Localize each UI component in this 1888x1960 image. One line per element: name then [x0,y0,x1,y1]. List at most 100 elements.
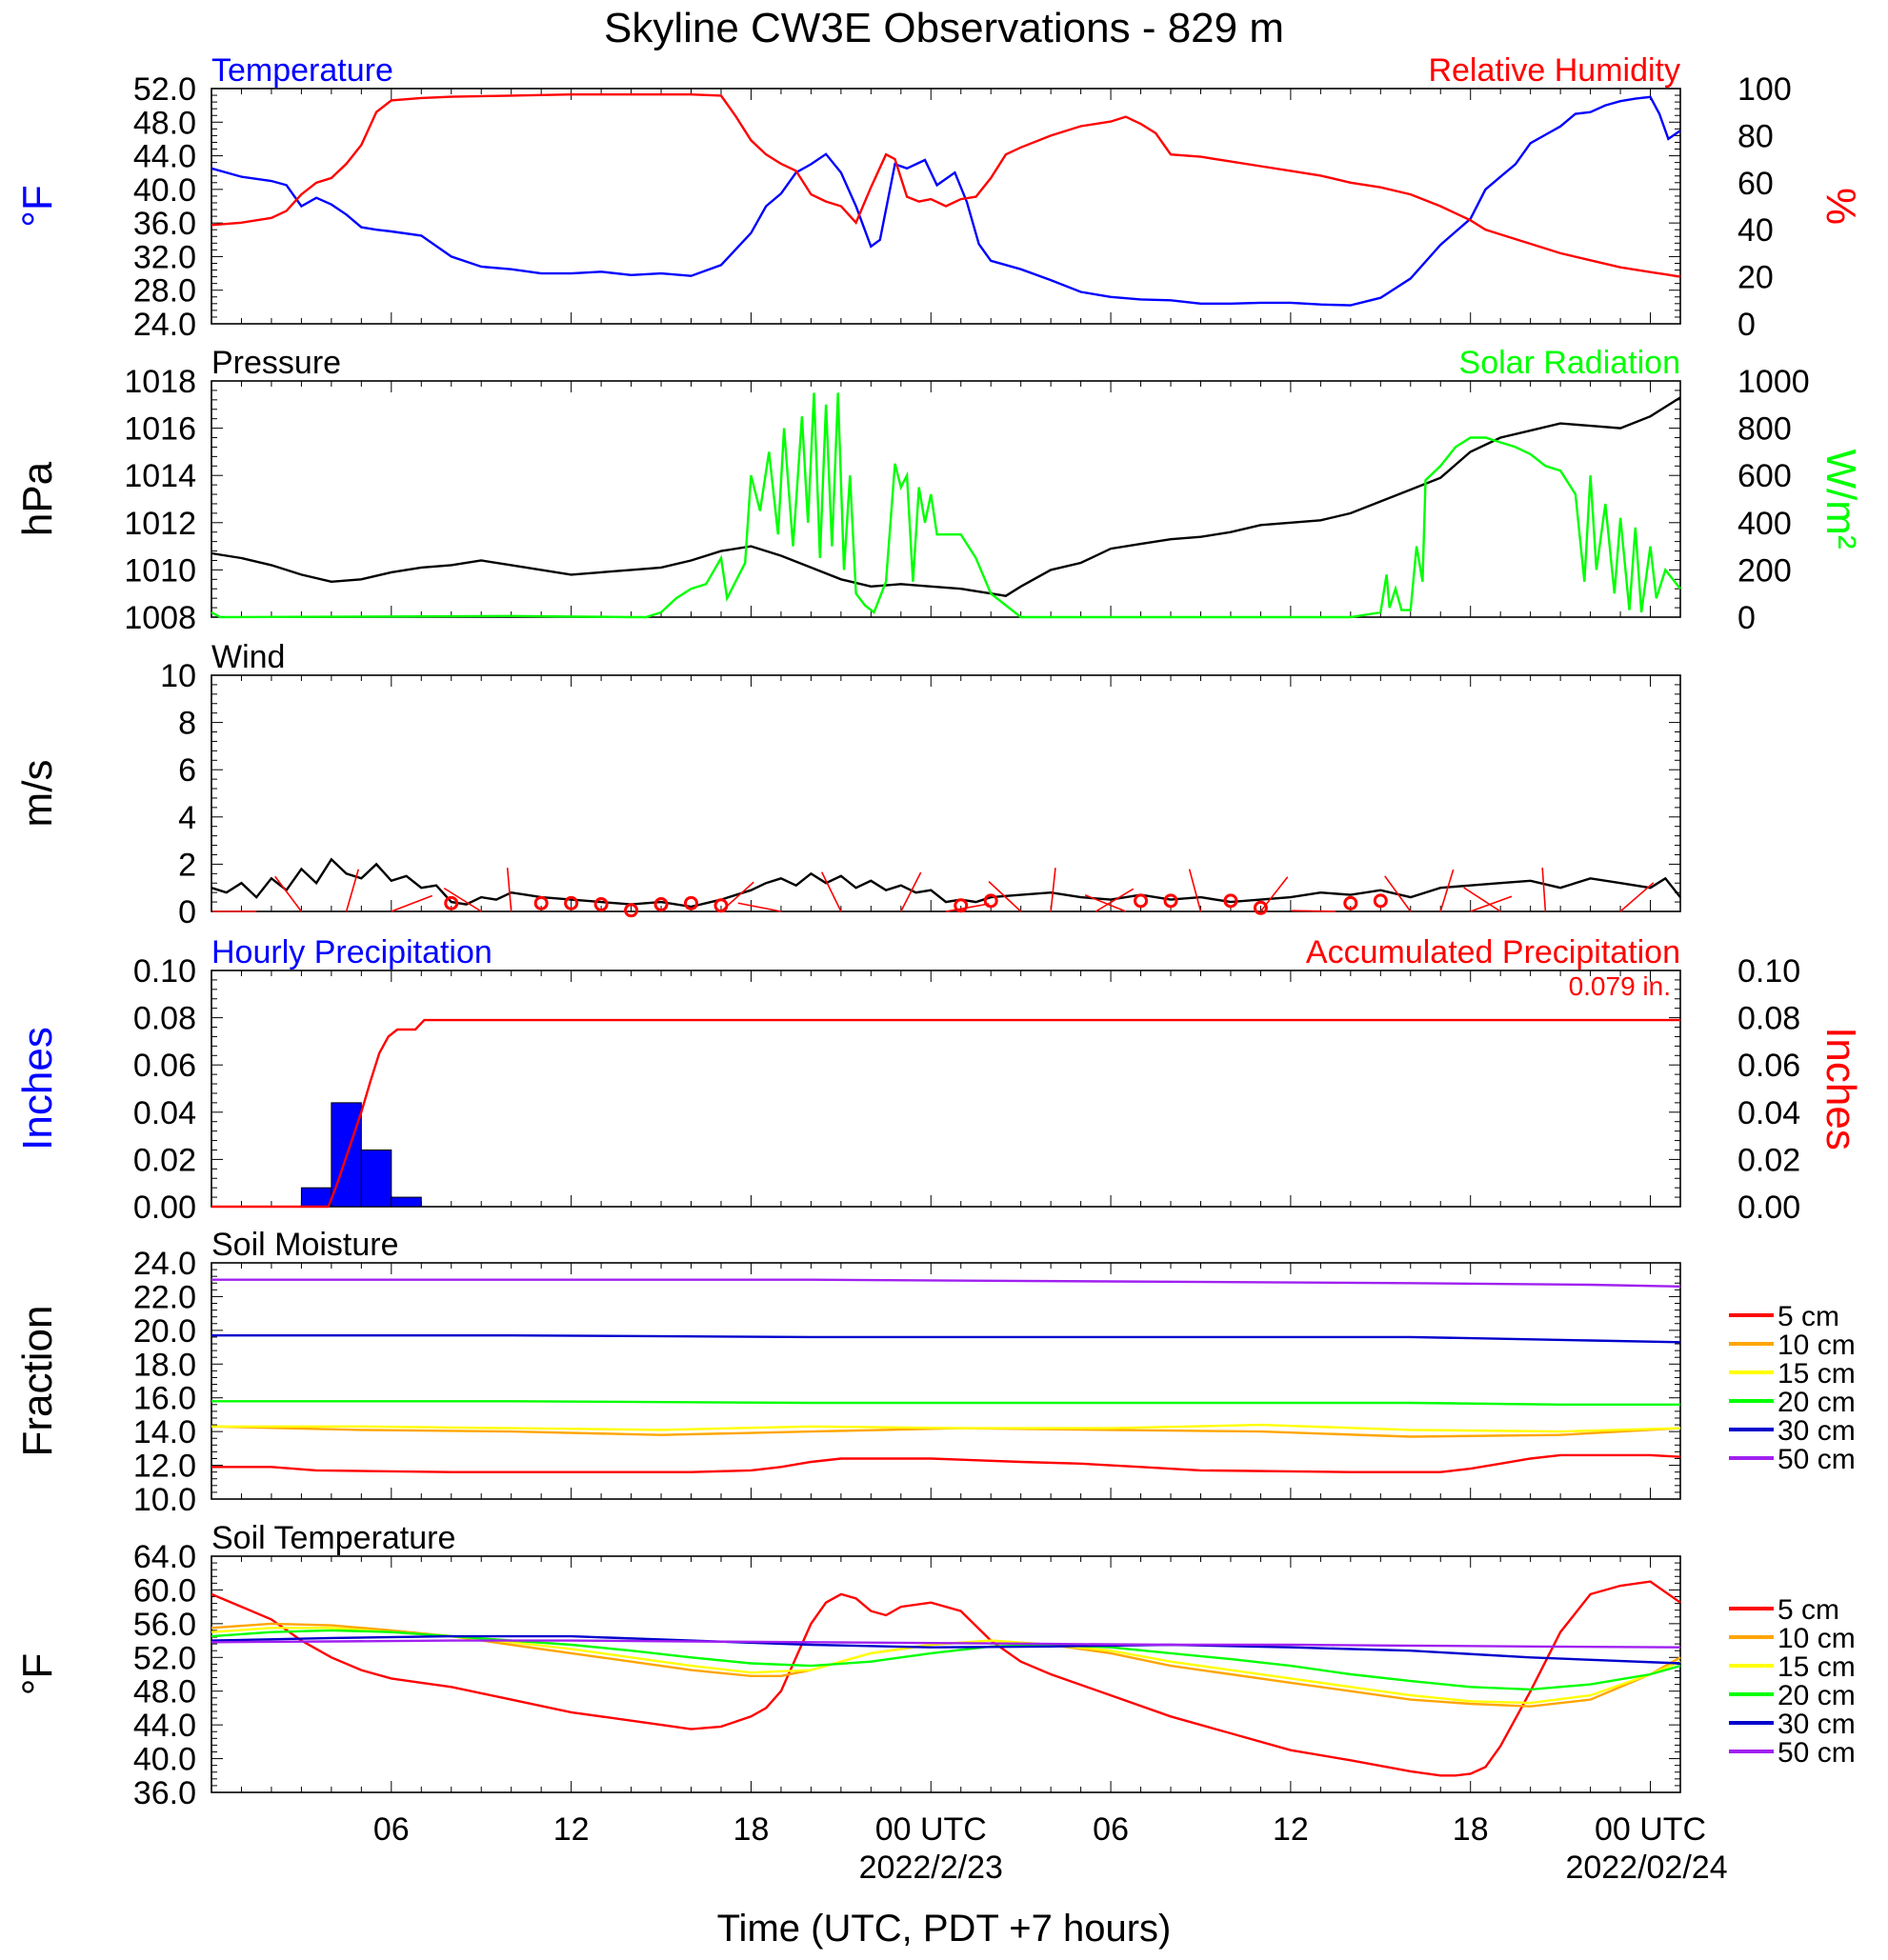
y-left-tick-label: 0.10 [133,953,196,990]
y-left-tick-label: 0 [178,894,196,930]
y-left-tick-label: 60.0 [133,1572,196,1609]
wind-barb [1384,875,1412,912]
wind-barb [1188,869,1202,912]
y-left-tick-label: 40.0 [133,172,196,209]
y-left-tick-label: 52.0 [133,1640,196,1676]
wind-barb [1095,888,1135,912]
y-left-tick-label: 48.0 [133,1674,196,1710]
wind-barb [443,887,482,912]
precip-bar [360,1149,392,1208]
wind-barb [1259,876,1289,912]
y-left-tick-label: 22.0 [133,1279,196,1315]
y-right-tick-label: 0.10 [1737,953,1800,990]
y-left-tick-label: 4 [178,800,196,836]
panel-left-title: Soil Temperature [211,1520,455,1556]
series-line [211,1580,1681,1777]
panel-right-title: Solar Radiation [1459,345,1680,381]
legend-label: 20 cm [1778,1387,1856,1418]
wind-barb [945,903,990,912]
wind-barb [1463,887,1501,912]
y-left-tick-label: 56.0 [133,1607,196,1643]
y-left-tick-label: 40.0 [133,1742,196,1778]
y-left-tick-label: 2 [178,847,196,883]
precip-bar [300,1187,332,1208]
wind-barb [1292,910,1336,912]
y-left-tick-label: 44.0 [133,1708,196,1744]
y-right-tick-label: 0.04 [1737,1095,1800,1131]
legend-label: 5 cm [1778,1301,1839,1332]
panel-left-title: Temperature [211,52,393,89]
y-left-tick-label: 44.0 [133,139,196,175]
y-left-unit-label: °F [14,1653,61,1695]
y-left-tick-label: 1008 [124,600,196,636]
y-left-unit-label: hPa [14,461,61,536]
y-right-tick-label: 0.02 [1737,1142,1800,1178]
y-left-tick-label: 10 [160,658,196,694]
legend-label: 5 cm [1778,1594,1839,1626]
wind-barb [1439,869,1455,912]
x-date-label: 2022/02/24 [1565,1850,1727,1886]
panel-frame [211,1555,1681,1793]
calm-marker [1253,900,1268,915]
y-left-tick-label: 36.0 [133,1775,196,1811]
y-left-tick-label: 32.0 [133,239,196,275]
y-left-tick-label: 52.0 [133,71,196,108]
y-left-tick-label: 48.0 [133,105,196,141]
panel-3: 0 2 4 6 8 10 Wind m/s [14,639,1681,930]
calm-marker [983,893,998,909]
calm-marker [1373,893,1388,909]
y-left-tick-label: 14.0 [133,1414,196,1450]
calm-marker [1134,893,1149,909]
y-left-tick-label: 8 [178,706,196,742]
x-tick-label: 00 UTC [875,1811,987,1848]
series-line [211,857,1681,909]
series-line [211,1334,1681,1344]
legend-label: 30 cm [1778,1709,1856,1740]
legend-label: 30 cm [1778,1415,1856,1447]
y-left-tick-label: 18.0 [133,1347,196,1383]
panel-5: 10.012.014.016.018.020.022.024.0 Soil Moi… [14,1227,1856,1518]
y-right-tick-label: 1000 [1737,364,1810,400]
calm-marker [684,895,699,910]
x-tick-label: 12 [1273,1811,1309,1848]
calm-marker [1223,893,1238,909]
y-left-tick-label: 36.0 [133,206,196,242]
calm-marker [533,895,549,910]
wind-barb [391,894,433,912]
legend-label: 10 cm [1778,1330,1856,1361]
panels: 24.028.032.036.040.044.048.052.002040608… [14,52,1864,1811]
panel-frame [211,970,1681,1208]
wind-barb [506,868,512,912]
y-right-tick-label: 200 [1737,552,1792,589]
panel-left-title: Hourly Precipitation [211,934,492,970]
calm-marker [954,898,969,913]
legend-label: 15 cm [1778,1651,1856,1683]
x-axis-label: Time (UTC, PDT +7 hours) [717,1908,1172,1950]
x-tick-label: 00 UTC [1595,1811,1706,1848]
series-line [211,95,1681,307]
precip-total-label: 0.079 in. [1569,971,1671,1001]
wind-barb [1541,868,1547,912]
series-line [211,1453,1681,1473]
panel-right-title: Accumulated Precipitation [1306,934,1680,970]
y-left-tick-label: 6 [178,752,196,789]
y-right-tick-label: 20 [1737,260,1774,296]
panel-right-title: Relative Humidity [1428,52,1680,89]
panel-left-title: Wind [211,639,285,675]
series-line [211,1018,1680,1209]
series-line [211,1400,1680,1406]
y-left-unit-label: m/s [14,760,61,828]
wind-barb [1084,894,1127,912]
series-line [211,1423,1681,1433]
calm-marker [1343,895,1358,910]
y-left-unit-label: Inches [14,1027,61,1150]
series-line [211,392,1681,619]
x-tick-label: 06 [373,1811,410,1848]
panel-frame [211,88,1681,325]
legend-label: 15 cm [1778,1358,1856,1390]
y-right-tick-label: 100 [1737,71,1792,108]
x-tick-label: 12 [553,1811,590,1848]
series-line [211,1634,1681,1665]
y-right-unit-label: % [1818,188,1864,225]
